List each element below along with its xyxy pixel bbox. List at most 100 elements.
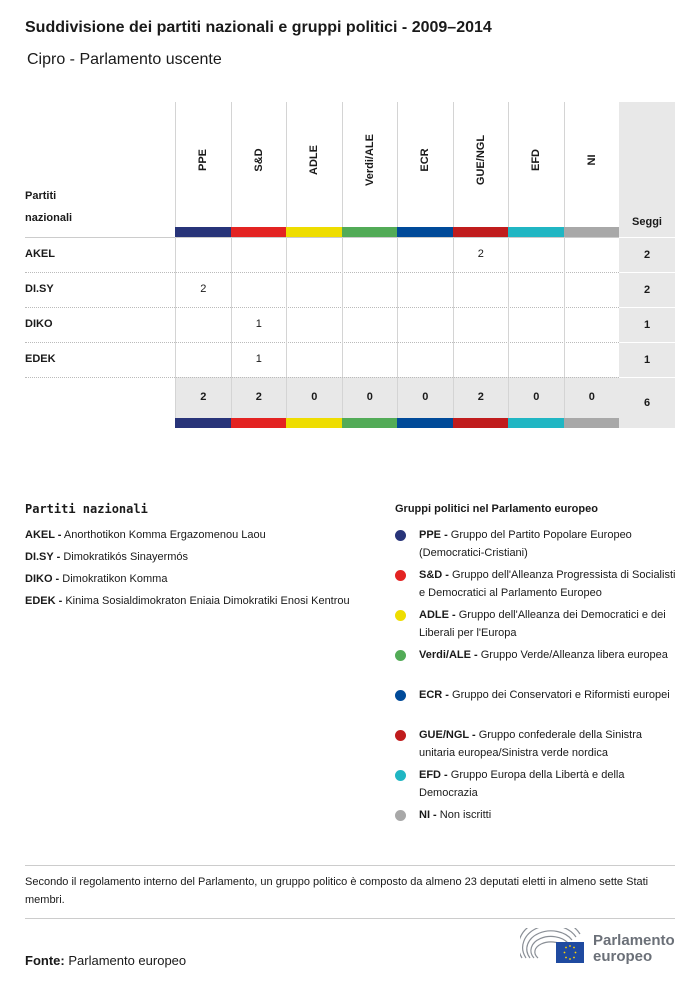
seat-cell — [175, 342, 231, 377]
column-total: 2 — [452, 377, 508, 418]
group-legend-item: GUE/NGL - Gruppo confederale della Sinis… — [419, 726, 679, 762]
national-legend-item: AKEL - Anorthotikon Komma Ergazomenou La… — [25, 526, 355, 544]
seat-cell — [397, 272, 453, 307]
row-divider — [25, 307, 619, 308]
group-fullname: Gruppo confederale della Sinistra unitar… — [419, 729, 642, 759]
group-abbr: PPE - — [419, 529, 448, 541]
header-divider — [25, 237, 675, 238]
seat-cell — [508, 307, 564, 342]
hemicycle-icon — [517, 918, 584, 963]
seat-cell — [341, 342, 398, 377]
group-fullname: Gruppo dell'Alleanza dei Democratici e d… — [419, 609, 666, 639]
national-legend: AKEL - Anorthotikon Komma Ergazomenou La… — [25, 526, 355, 614]
seat-cell — [452, 272, 509, 307]
group-legend-item: PPE - Gruppo del Partito Popolare Europe… — [419, 526, 679, 562]
group-color-dot-icon — [395, 690, 406, 701]
column-total: 0 — [397, 377, 453, 418]
seat-cell — [341, 307, 398, 342]
group-fullname: Gruppo Verde/Alleanza libera europea — [480, 649, 668, 661]
group-abbr: EFD - — [419, 769, 448, 781]
group-color-dot-icon — [395, 770, 406, 781]
source: Fonte: Parlamento europeo — [25, 953, 186, 968]
column-header-5: GUE/NGL — [452, 102, 509, 227]
column-total: 0 — [563, 377, 619, 418]
row-divider — [25, 272, 619, 273]
row-seats: 1 — [619, 342, 675, 377]
seat-cell — [508, 272, 564, 307]
column-header-label: ECR — [419, 148, 432, 172]
group-color-bar — [230, 227, 286, 237]
group-abbr: ECR - — [419, 689, 449, 701]
seat-cell — [563, 307, 620, 342]
group-color-bar — [563, 227, 619, 237]
seat-cell — [563, 272, 620, 307]
column-header-label: EFD — [530, 149, 543, 171]
party-fullname: Anorthotikon Komma Ergazomenou Laou — [63, 529, 266, 541]
group-color-bar — [286, 418, 342, 428]
party-abbr: DI.SY - — [25, 551, 61, 563]
seat-cell — [341, 237, 398, 272]
row-header-line: nazionali — [25, 212, 73, 224]
logo-text: Parlamento europeo — [593, 933, 675, 965]
seat-cell — [452, 307, 509, 342]
party-fullname: Kinima Sosialdimokraton Eniaia Dimokrati… — [65, 595, 350, 607]
seat-cell — [230, 272, 287, 307]
row-seats: 1 — [619, 307, 675, 342]
groups-legend-title: Gruppi politici nel Parlamento europeo — [395, 503, 598, 515]
group-fullname: Gruppo del Partito Popolare Europeo (Dem… — [419, 529, 632, 559]
group-color-bar — [397, 227, 453, 237]
column-header-0: PPE — [175, 102, 231, 227]
group-color-dot-icon — [395, 810, 406, 821]
seat-cell — [397, 342, 453, 377]
column-header-1: S&D — [230, 102, 287, 227]
seat-cell — [397, 307, 453, 342]
group-legend-item: ECR - Gruppo dei Conservatori e Riformis… — [419, 686, 679, 704]
party-fullname: Dimokratikós Sinayermós — [63, 551, 189, 563]
column-header-7: NI — [563, 102, 620, 227]
group-legend-item: EFD - Gruppo Europa della Libertà e dell… — [419, 766, 679, 802]
column-header-3: Verdi/ALE — [341, 102, 398, 227]
group-color-bar — [397, 418, 453, 428]
seat-cell: 2 — [452, 237, 509, 272]
source-label: Fonte: — [25, 953, 65, 968]
divider — [25, 918, 675, 919]
seat-cell — [286, 307, 342, 342]
party-name: AKEL — [25, 248, 55, 260]
seat-cell — [452, 342, 509, 377]
party-abbr: DIKO - — [25, 573, 60, 585]
group-abbr: S&D - — [419, 569, 449, 581]
row-seats: 2 — [619, 272, 675, 307]
row-header: Partiti nazionali — [25, 185, 72, 229]
seat-cell — [286, 272, 342, 307]
group-color-bar — [563, 418, 619, 428]
logo-line: Parlamento — [593, 932, 675, 949]
national-legend-title: Partiti nazionali — [25, 502, 148, 516]
seat-cell — [230, 237, 287, 272]
seat-cell — [397, 237, 453, 272]
column-header-label: GUE/NGL — [474, 134, 487, 186]
group-color-bar — [508, 227, 564, 237]
group-abbr: GUE/NGL - — [419, 729, 476, 741]
column-header-label: S&D — [252, 148, 265, 172]
group-abbr: NI - — [419, 809, 437, 821]
national-legend-item: DI.SY - Dimokratikós Sinayermós — [25, 548, 355, 566]
column-total: 0 — [341, 377, 397, 418]
party-name: EDEK — [25, 353, 56, 365]
group-color-bar — [175, 227, 231, 237]
group-color-bar — [230, 418, 286, 428]
page-subtitle: Cipro - Parlamento uscente — [27, 51, 222, 68]
party-name: DI.SY — [25, 283, 54, 295]
seat-cell: 1 — [230, 307, 287, 342]
party-abbr: AKEL - — [25, 529, 62, 541]
group-legend-item: Verdi/ALE - Gruppo Verde/Alleanza libera… — [419, 646, 679, 664]
seat-cell — [508, 342, 564, 377]
column-total: 0 — [508, 377, 564, 418]
seat-cell — [175, 307, 231, 342]
source-value: Parlamento europeo — [68, 953, 187, 968]
parliament-logo: Parlamento europeo — [517, 918, 680, 968]
group-color-bar — [341, 227, 397, 237]
group-color-dot-icon — [395, 730, 406, 741]
party-fullname: Dimokratikon Komma — [62, 573, 168, 585]
party-name: DIKO — [25, 318, 53, 330]
seat-cell: 1 — [230, 342, 287, 377]
